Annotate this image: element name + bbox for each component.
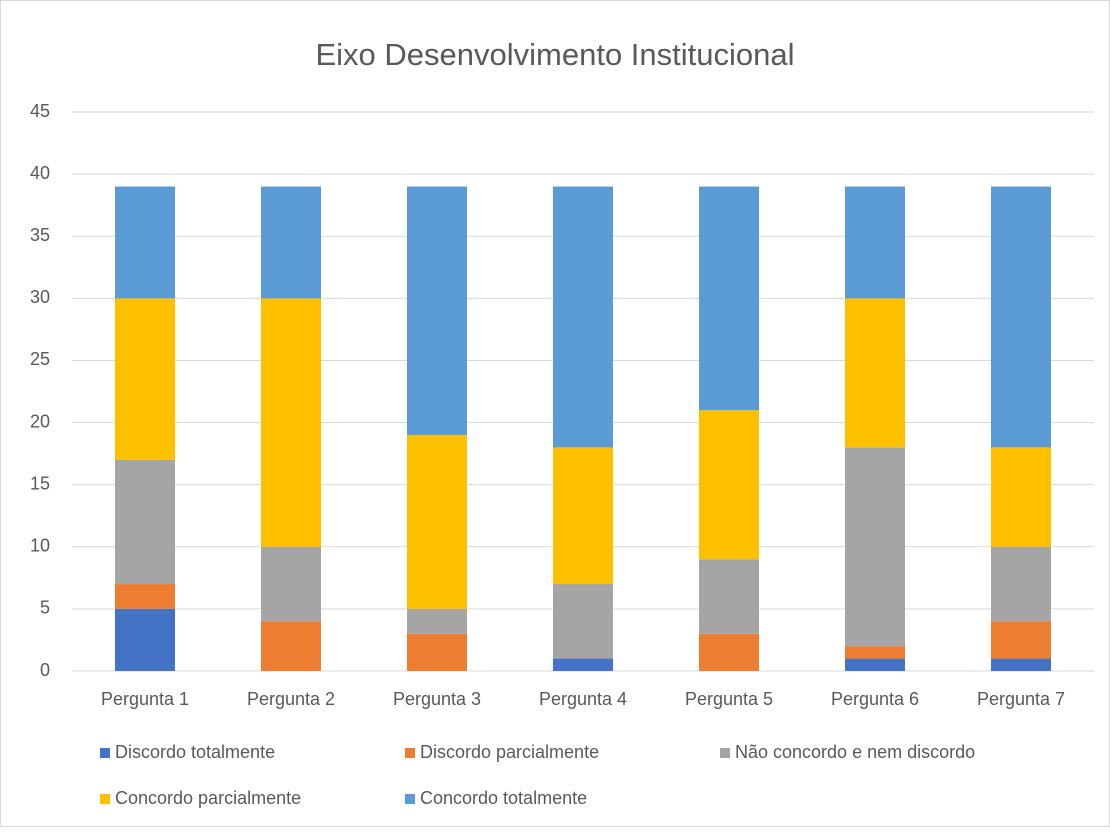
bar-segment [407, 434, 467, 609]
legend-label: Não concordo e nem discordo [735, 742, 975, 762]
bar-segment [553, 658, 613, 671]
legend-swatch [720, 748, 730, 758]
bar-segment [991, 658, 1051, 671]
bar-segment [699, 633, 759, 671]
x-tick-label: Pergunta 6 [831, 689, 919, 709]
bar-segment [115, 459, 175, 585]
legend-label: Discordo parcialmente [420, 742, 599, 762]
y-tick-label: 35 [30, 225, 50, 245]
y-tick-label: 30 [30, 287, 50, 307]
bar-segment [115, 584, 175, 609]
bar-segment [699, 410, 759, 560]
y-tick-label: 0 [40, 660, 50, 680]
bar-segment [845, 447, 905, 647]
bar-segment [261, 298, 321, 547]
chart-title: Eixo Desenvolvimento Institucional [315, 37, 794, 72]
y-tick-label: 45 [30, 101, 50, 121]
y-tick-label: 15 [30, 473, 50, 493]
bar-segment [115, 608, 175, 671]
bar-segment [115, 186, 175, 299]
y-tick-label: 10 [30, 536, 50, 556]
bar-segment [845, 658, 905, 671]
bar-segment [699, 186, 759, 411]
legend-label: Discordo totalmente [115, 742, 275, 762]
bar-segment [845, 646, 905, 659]
bar-segment [845, 186, 905, 299]
x-tick-label: Pergunta 4 [539, 689, 627, 709]
legend-swatch [100, 794, 110, 804]
bar-segment [553, 186, 613, 448]
legend-swatch [405, 794, 415, 804]
bar-segment [991, 546, 1051, 622]
y-tick-label: 25 [30, 349, 50, 369]
bar-segment [991, 621, 1051, 659]
bar-segment [407, 633, 467, 671]
x-tick-label: Pergunta 3 [393, 689, 481, 709]
x-tick-label: Pergunta 1 [101, 689, 189, 709]
legend-swatch [405, 748, 415, 758]
bar-segment [261, 186, 321, 299]
bar-segment [261, 546, 321, 622]
bar-segment [699, 559, 759, 634]
bar-segment [845, 298, 905, 448]
x-tick-label: Pergunta 5 [685, 689, 773, 709]
bar-segment [991, 447, 1051, 547]
x-tick-label: Pergunta 7 [977, 689, 1065, 709]
bar-segment [553, 447, 613, 585]
bar-segment [407, 186, 467, 435]
y-tick-label: 20 [30, 411, 50, 431]
bar-segment [115, 298, 175, 460]
bar-segment [407, 608, 467, 634]
legend-swatch [100, 748, 110, 758]
bar-segment [261, 621, 321, 671]
y-tick-label: 5 [40, 598, 50, 618]
legend-label: Concordo parcialmente [115, 788, 301, 808]
legend-label: Concordo totalmente [420, 788, 587, 808]
x-tick-label: Pergunta 2 [247, 689, 335, 709]
bar-segment [553, 584, 613, 659]
bar-segment [991, 186, 1051, 448]
y-tick-label: 40 [30, 163, 50, 183]
